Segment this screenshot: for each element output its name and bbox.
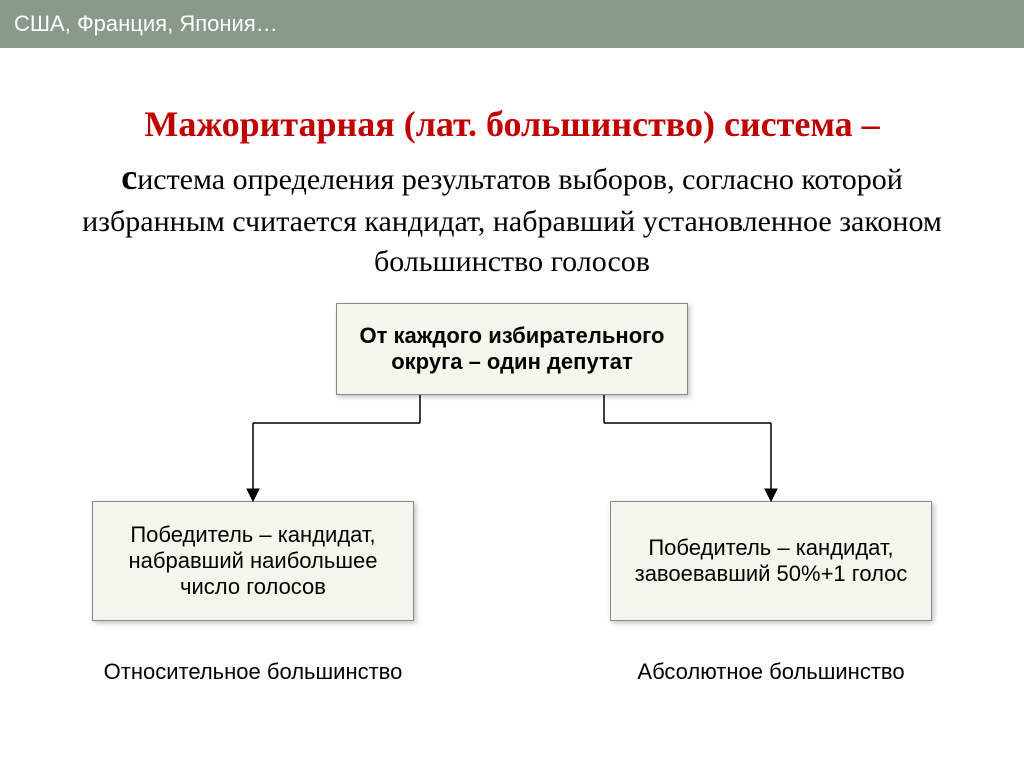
definition-block: система определения результатов выборов,… bbox=[60, 153, 964, 283]
box-right-text: Победитель – кандидат, завоевавший 50%+1… bbox=[629, 535, 913, 587]
diagram: От каждого избирательного округа – один … bbox=[0, 303, 1024, 723]
box-right: Победитель – кандидат, завоевавший 50%+1… bbox=[610, 501, 932, 621]
label-right-text: Абсолютное большинство bbox=[637, 659, 904, 684]
title-area: Мажоритарная (лат. большинство) система … bbox=[0, 103, 1024, 283]
title-line: Мажоритарная (лат. большинство) система … bbox=[60, 103, 964, 145]
label-left-text: Относительное большинство bbox=[104, 659, 403, 684]
box-left: Победитель – кандидат, набравший наиболь… bbox=[92, 501, 414, 621]
label-relative-majority: Относительное большинство bbox=[92, 659, 414, 685]
box-left-text: Победитель – кандидат, набравший наиболь… bbox=[111, 522, 395, 600]
box-top: От каждого избирательного округа – один … bbox=[336, 303, 688, 395]
title-black-prefix: с bbox=[121, 157, 137, 197]
header-text: США, Франция, Япония… bbox=[14, 11, 278, 37]
title-red: Мажоритарная (лат. большинство) система … bbox=[144, 104, 879, 144]
label-absolute-majority: Абсолютное большинство bbox=[610, 659, 932, 685]
header-bar: США, Франция, Япония… bbox=[0, 0, 1024, 48]
definition-text: истема определения результатов выборов, … bbox=[82, 163, 942, 278]
box-top-text: От каждого избирательного округа – один … bbox=[355, 323, 669, 375]
